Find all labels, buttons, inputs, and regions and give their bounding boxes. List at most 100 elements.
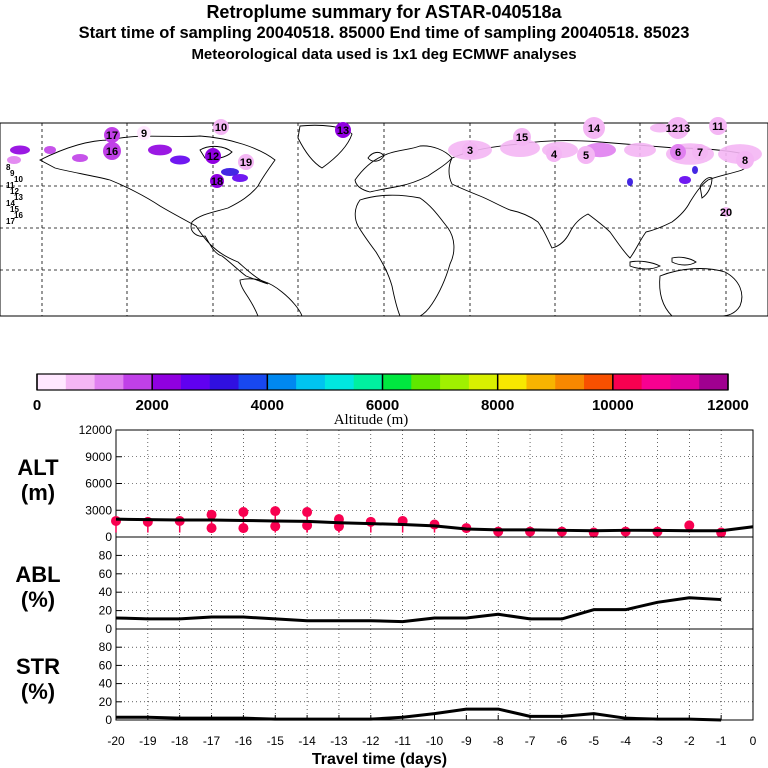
colorbar-swatch bbox=[353, 374, 383, 390]
colorbar-swatch bbox=[209, 374, 240, 390]
alt-point bbox=[206, 523, 217, 534]
colorbar-swatch bbox=[440, 374, 470, 390]
alt-point bbox=[365, 516, 376, 527]
plume-marker-label: 9 bbox=[141, 128, 147, 140]
map-side-label: 15 bbox=[10, 205, 19, 214]
colorbar-swatch bbox=[180, 374, 211, 390]
x-tick-label: -13 bbox=[330, 734, 348, 748]
map-side-label: 8 bbox=[6, 163, 11, 172]
plume-marker-label: 4 bbox=[551, 149, 558, 161]
plume-blob bbox=[692, 166, 698, 174]
plume-blob bbox=[679, 176, 691, 184]
alt-point bbox=[270, 521, 281, 532]
alt-point bbox=[111, 515, 121, 526]
y-tick-label: 0 bbox=[105, 530, 112, 544]
sampling-times: Start time of sampling 20040518. 85000 E… bbox=[78, 24, 690, 42]
x-tick-label: -3 bbox=[652, 734, 663, 748]
x-tick-label: -7 bbox=[525, 734, 536, 748]
plume-marker bbox=[335, 122, 351, 138]
panel-ylabel-units: (%) bbox=[21, 587, 55, 612]
y-tick-label: 60 bbox=[99, 567, 113, 581]
plume-marker bbox=[513, 128, 531, 146]
x-tick-label: -17 bbox=[203, 734, 221, 748]
y-tick-label: 20 bbox=[99, 604, 113, 618]
plume-marker-label: 16 bbox=[106, 146, 118, 158]
y-tick-label: 40 bbox=[99, 677, 113, 691]
x-tick-label: -5 bbox=[588, 734, 599, 748]
alt-point bbox=[238, 523, 249, 534]
panel-frame bbox=[115, 536, 754, 630]
x-tick-label: -10 bbox=[426, 734, 444, 748]
map-side-label: 17 bbox=[6, 217, 15, 226]
plume-marker-label: 18 bbox=[211, 176, 223, 188]
x-tick-label: -8 bbox=[493, 734, 504, 748]
x-tick-label: -15 bbox=[267, 734, 285, 748]
plume-marker bbox=[210, 174, 224, 188]
y-tick-label: 6000 bbox=[85, 477, 112, 491]
map-side-label: 11 bbox=[6, 181, 15, 190]
plume-marker bbox=[721, 207, 731, 217]
plume-marker bbox=[709, 117, 727, 135]
plume-marker bbox=[462, 142, 478, 158]
colorbar-swatch bbox=[468, 374, 499, 390]
y-tick-label: 3000 bbox=[85, 503, 112, 517]
y-tick-label: 0 bbox=[105, 622, 112, 636]
colorbar-swatch bbox=[555, 374, 585, 390]
plume-marker bbox=[103, 142, 121, 160]
plume-marker bbox=[692, 144, 708, 160]
series-line-alt bbox=[115, 517, 754, 533]
plume-marker-label: 6 bbox=[675, 147, 681, 159]
plume-blob bbox=[500, 139, 540, 157]
plume-marker-label: 1213 bbox=[666, 123, 690, 135]
plume-blob bbox=[72, 154, 88, 162]
plume-marker-label: 19 bbox=[240, 157, 252, 169]
x-tick-label: -1 bbox=[716, 734, 727, 748]
panel-ylabel: ABL bbox=[15, 562, 60, 587]
x-tick-label: -9 bbox=[461, 734, 472, 748]
map-side-label: 12 bbox=[10, 187, 19, 196]
colorbar-swatch bbox=[238, 374, 268, 390]
colorbar-tick-label: 0 bbox=[33, 397, 41, 414]
x-tick-label: -16 bbox=[235, 734, 253, 748]
plume-marker-label: 15 bbox=[516, 132, 528, 144]
coastlines bbox=[39, 124, 750, 317]
plume-marker bbox=[577, 146, 595, 164]
plume-blob bbox=[148, 144, 172, 156]
colorbar-swatch bbox=[497, 374, 527, 390]
colorbar-swatch bbox=[123, 374, 153, 390]
panel-ylabel-units: (%) bbox=[21, 679, 55, 704]
map-side-label: 16 bbox=[14, 211, 23, 220]
plume-marker-label: 14 bbox=[588, 123, 601, 135]
plume-blob bbox=[232, 174, 248, 182]
panel-alt: 0 3000 6000 9000 12000 ALT(m) bbox=[17, 423, 754, 544]
alt-point bbox=[493, 526, 504, 537]
colorbar-tick-label: 6000 bbox=[366, 397, 399, 414]
plume-marker bbox=[667, 117, 689, 139]
colorbar-xlabel: Altitude (m) bbox=[334, 412, 409, 428]
colorbar-swatch bbox=[267, 374, 297, 390]
colorbar-swatch bbox=[324, 374, 355, 390]
plume-marker bbox=[137, 126, 151, 140]
series-line-str bbox=[116, 707, 722, 722]
x-tick-label: -18 bbox=[171, 734, 189, 748]
x-tick-label: -4 bbox=[620, 734, 631, 748]
map-side-label: 10 bbox=[14, 175, 23, 184]
plume-marker bbox=[205, 148, 221, 164]
x-tick-label: -19 bbox=[139, 734, 157, 748]
panel-frame bbox=[115, 628, 754, 721]
met-data-note: Meteorological data used is 1x1 deg ECMW… bbox=[191, 46, 577, 63]
colorbar-tick-label: 2000 bbox=[135, 397, 168, 414]
colorbar-swatch bbox=[65, 374, 96, 390]
x-tick-label: -2 bbox=[684, 734, 695, 748]
plume-marker bbox=[736, 151, 754, 169]
colorbar-swatch bbox=[411, 374, 441, 390]
x-tick-label: -6 bbox=[557, 734, 568, 748]
colorbar-swatch bbox=[296, 374, 326, 390]
alt-point bbox=[684, 520, 695, 531]
plume-blob bbox=[44, 146, 56, 154]
y-tick-label: 40 bbox=[99, 585, 113, 599]
colorbar-tick-label: 4000 bbox=[251, 397, 284, 414]
